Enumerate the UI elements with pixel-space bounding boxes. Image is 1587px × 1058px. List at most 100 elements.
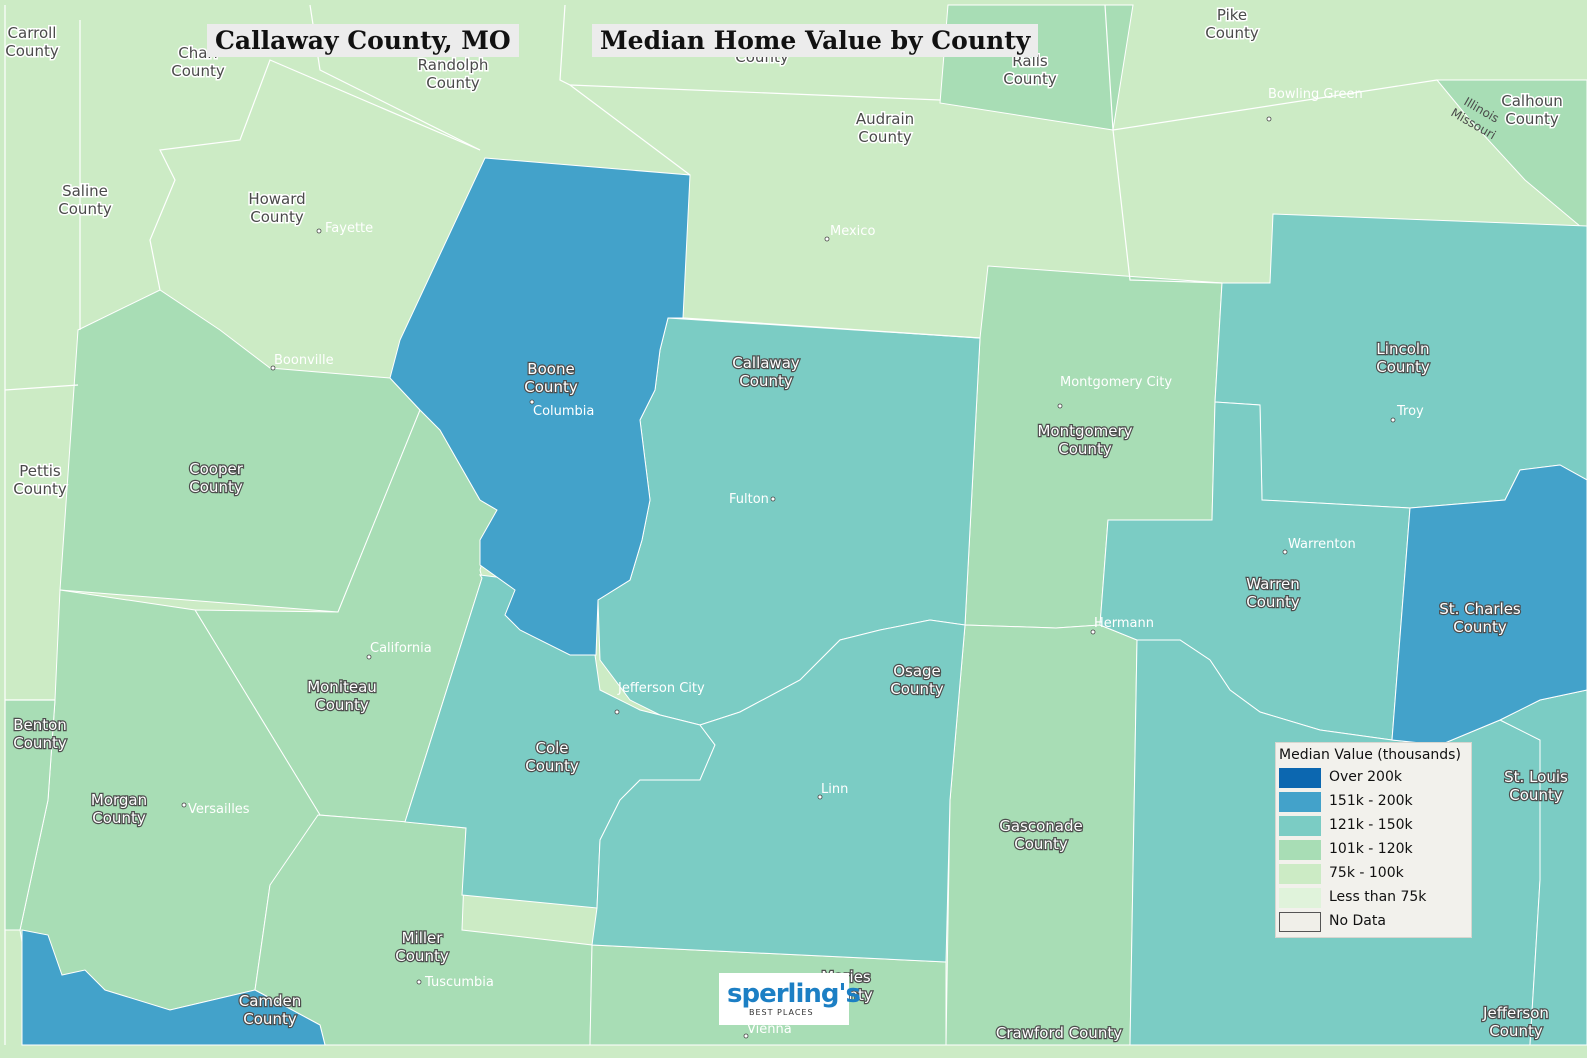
label-osage-text: Osage xyxy=(893,662,941,680)
label-osage: Osage County xyxy=(890,662,944,698)
sperlings-logo[interactable]: sperling's BEST PLACES xyxy=(719,973,861,1025)
label-morgan: Morgan County xyxy=(91,791,147,827)
label-jefferson-text: Jefferson xyxy=(1482,1004,1549,1022)
label-line-2: County xyxy=(1014,835,1068,853)
label-callaway: Callaway County xyxy=(732,354,800,390)
label-benton-text: Benton xyxy=(13,716,67,734)
label-line-2: County xyxy=(1205,24,1259,42)
label-line-2: County xyxy=(92,809,146,827)
label-st-charles-text: St. Charles xyxy=(1439,600,1521,618)
label-line-2: County xyxy=(524,378,578,396)
border-line xyxy=(569,84,941,101)
label-saline-text: Saline xyxy=(62,182,108,200)
border-line xyxy=(149,59,481,291)
city-bowling-green: Bowling Green xyxy=(1268,87,1363,102)
city-dot-vienna xyxy=(743,1033,749,1039)
city-jefferson-city: Jefferson City xyxy=(617,681,705,696)
label-line-2: County xyxy=(13,734,67,752)
label-lincoln: Lincoln County xyxy=(1376,340,1430,376)
legend-swatch xyxy=(1279,768,1321,788)
label-howard: Howard County xyxy=(248,190,305,226)
label-warren: Warren County xyxy=(1246,575,1300,611)
label-cooper-text: Cooper xyxy=(189,460,244,478)
city-labels: Fayette Boonville Columbia Mexico Bowlin… xyxy=(188,87,1424,1037)
city-dot-columbia xyxy=(529,399,535,405)
legend-label: 151k - 200k xyxy=(1329,793,1413,809)
city-bowling-green-text: Bowling Green xyxy=(1268,87,1363,102)
county-osage xyxy=(591,619,966,963)
label-crawford: Crawford County xyxy=(996,1024,1122,1042)
label-pettis-text: Pettis xyxy=(19,462,61,480)
legend-label: 121k - 150k xyxy=(1329,817,1413,833)
city-dot-fulton xyxy=(770,496,776,502)
county-labels: Carroll County Chari County Randolph County… xyxy=(4,5,1569,1044)
city-california: California xyxy=(370,641,432,656)
city-dot-hermann xyxy=(1090,629,1096,635)
border-line xyxy=(4,384,79,391)
city-dot-montgomery-city xyxy=(1057,403,1063,409)
label-miller-text: Miller xyxy=(402,929,444,947)
border-line xyxy=(559,4,691,176)
label-line-2: County xyxy=(1246,593,1300,611)
city-dot-jefferson-city xyxy=(614,709,620,715)
label-line-2: County xyxy=(426,74,480,92)
city-dot-boonville xyxy=(270,365,276,371)
label-line-2: County xyxy=(250,208,304,226)
legend-label: Less than 75k xyxy=(1329,889,1427,905)
label-line-2: County xyxy=(890,680,944,698)
city-dot-fayette xyxy=(316,228,322,234)
county-boone xyxy=(389,157,691,656)
border-line xyxy=(1112,79,1438,131)
label-boone-text: Boone xyxy=(527,360,574,378)
city-montgomery-city: Montgomery City xyxy=(1060,375,1172,390)
label-line-2: County xyxy=(1453,618,1507,636)
county-camden xyxy=(21,929,326,1046)
label-moniteau: Moniteau County xyxy=(307,678,377,714)
label-line-2: County xyxy=(189,478,243,496)
label-camden-text: Camden xyxy=(239,992,302,1010)
label-pike: Pike County xyxy=(1205,6,1259,42)
label-calhoun-text: Calhoun xyxy=(1501,92,1563,110)
legend-label: Over 200k xyxy=(1329,769,1402,785)
city-fulton: Fulton xyxy=(729,492,769,507)
label-line-2: County xyxy=(739,372,793,390)
border-line xyxy=(1104,4,1223,284)
label-warren-text: Warren xyxy=(1246,575,1300,593)
border-line xyxy=(682,317,981,339)
city-tuscumbia: Tuscumbia xyxy=(424,975,494,990)
logo-brand: sperling's xyxy=(727,979,861,1009)
band-151-200 xyxy=(21,157,1587,1046)
label-callaway-text: Callaway xyxy=(732,354,800,372)
label-cole: Cole County xyxy=(525,739,579,775)
label-line-2: County xyxy=(5,42,59,60)
legend-swatch xyxy=(1279,888,1321,908)
label-miller: Miller County xyxy=(395,929,449,965)
legend-swatch xyxy=(1279,864,1321,884)
legend-swatch xyxy=(1279,912,1321,932)
label-carroll: Carroll County xyxy=(5,24,59,60)
city-dot-troy xyxy=(1390,417,1396,423)
city-dot-california xyxy=(366,654,372,660)
label-cooper: Cooper County xyxy=(189,460,244,496)
label-randolph-text: Randolph xyxy=(418,56,489,74)
logo-tagline: BEST PLACES xyxy=(749,1008,814,1017)
city-hermann: Hermann xyxy=(1094,616,1154,631)
legend-swatch xyxy=(1279,792,1321,812)
label-line-2: County xyxy=(1003,70,1057,88)
label-boone: Boone County xyxy=(524,360,578,396)
label-cole-text: Cole xyxy=(535,739,568,757)
city-troy: Troy xyxy=(1396,404,1424,419)
legend-title: Median Value (thousands) xyxy=(1279,747,1461,763)
city-vienna: Vienna xyxy=(747,1022,792,1037)
label-calhoun: Calhoun County xyxy=(1501,92,1563,128)
label-carroll-text: Carroll xyxy=(8,24,57,42)
label-line-2: County xyxy=(395,947,449,965)
legend: Median Value (thousands) Over 200k 151k … xyxy=(1275,742,1472,938)
label-pettis: Pettis County xyxy=(13,462,67,498)
city-dot-tuscumbia xyxy=(416,979,422,985)
label-gasconade-text: Gasconade xyxy=(999,817,1083,835)
band-101-120 xyxy=(4,4,1587,1046)
city-mexico: Mexico xyxy=(830,224,875,239)
label-gasconade: Gasconade County xyxy=(999,817,1083,853)
city-columbia: Columbia xyxy=(533,404,594,419)
